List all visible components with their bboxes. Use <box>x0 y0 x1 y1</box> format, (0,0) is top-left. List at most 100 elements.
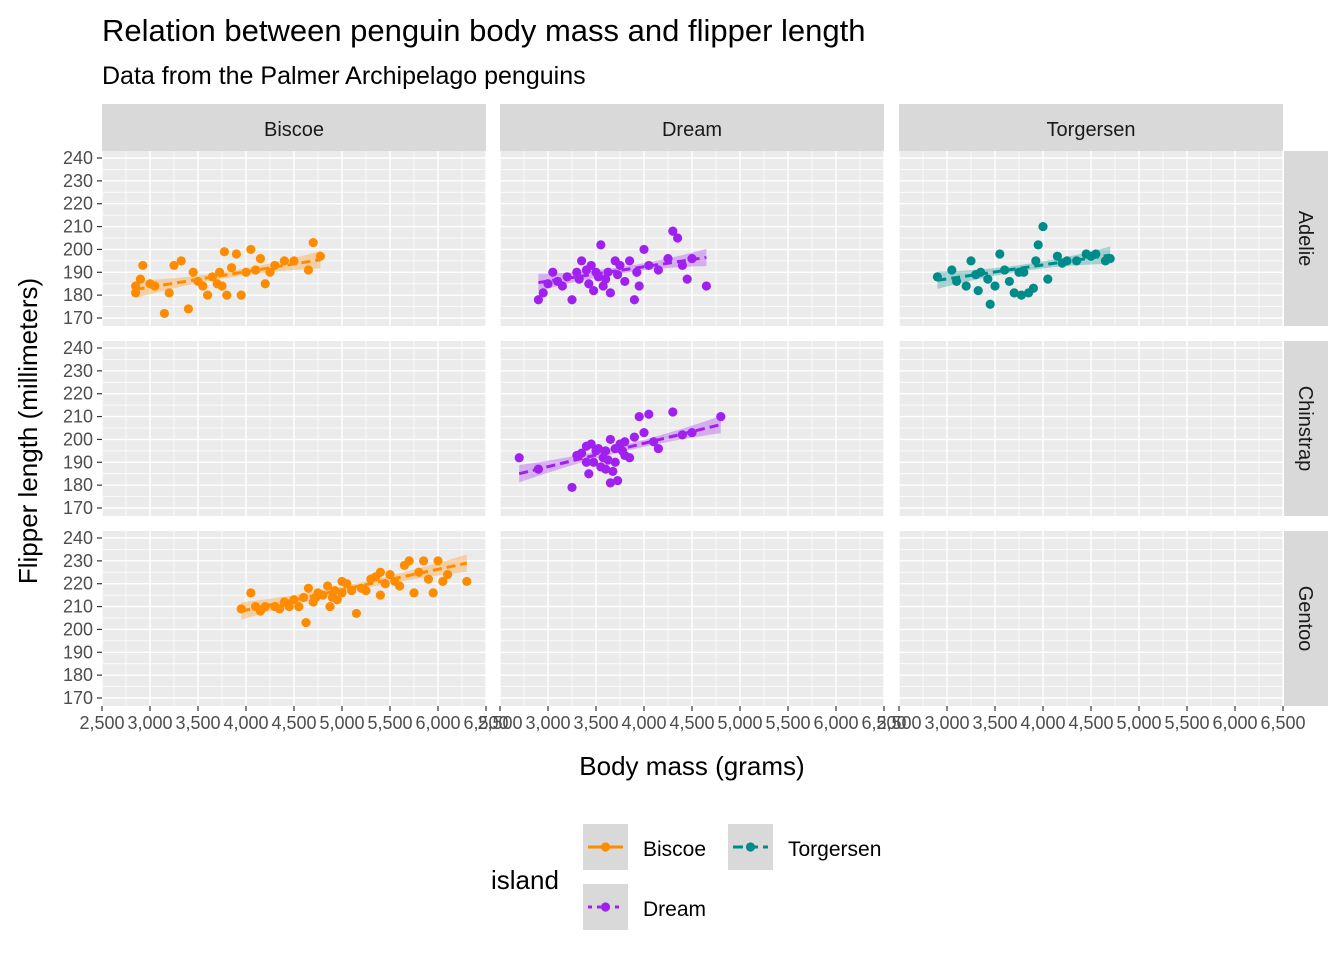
facet-strip-label: Biscoe <box>264 119 324 141</box>
y-tick-label: 210 <box>63 407 93 427</box>
data-point <box>231 249 241 259</box>
panel-chinstrap-torgersen <box>898 341 1284 516</box>
data-point <box>533 464 544 474</box>
data-point <box>947 265 957 275</box>
data-point <box>1091 249 1101 259</box>
data-point <box>323 581 333 591</box>
data-point <box>423 574 433 584</box>
data-point <box>514 453 524 463</box>
series-biscoe-gentoo <box>236 554 472 628</box>
y-tick-label: 200 <box>63 619 93 639</box>
data-point <box>557 281 568 291</box>
y-tick-label: 180 <box>63 665 93 685</box>
data-point <box>634 281 644 291</box>
x-tick-label: 6,000 <box>1212 713 1257 733</box>
data-point <box>990 281 1000 291</box>
data-point <box>608 466 618 477</box>
data-point <box>673 233 683 243</box>
data-point <box>649 437 659 447</box>
data-point <box>577 448 587 458</box>
data-point <box>605 478 616 488</box>
x-tick-label: 4,000 <box>1020 713 1065 733</box>
legend-key-point <box>600 842 611 852</box>
data-point <box>294 601 304 612</box>
data-point <box>183 304 193 314</box>
data-point <box>203 290 213 300</box>
data-point <box>586 439 596 449</box>
data-point <box>207 272 217 282</box>
data-point <box>404 556 414 566</box>
legend-item-dream: Dream <box>583 884 706 930</box>
y-axis-title: Flipper length (millimeters) <box>13 278 43 584</box>
y-tick-label: 170 <box>63 498 93 518</box>
x-tick-label: 6,500 <box>463 713 508 733</box>
data-point <box>1031 256 1041 266</box>
data-point <box>380 579 390 589</box>
y-tick-label: 190 <box>63 262 93 282</box>
data-point <box>677 430 688 440</box>
data-point <box>289 256 299 266</box>
data-point <box>299 592 309 603</box>
data-point <box>639 427 649 438</box>
data-point <box>548 267 558 277</box>
data-point <box>677 260 688 271</box>
data-point <box>236 604 246 614</box>
data-point <box>961 281 971 291</box>
data-point <box>222 290 232 300</box>
data-point <box>620 276 630 287</box>
y-tick-label: 170 <box>63 308 93 328</box>
panel-chinstrap-biscoe <box>101 341 487 516</box>
x-tick-label: 6,500 <box>1260 713 1305 733</box>
data-point <box>131 281 141 291</box>
data-point <box>246 588 256 598</box>
y-tick-label: 180 <box>63 285 93 305</box>
series-dream-chinstrap <box>514 407 726 493</box>
data-point <box>303 583 313 593</box>
data-point <box>428 588 438 598</box>
data-point <box>301 617 311 628</box>
data-point <box>279 256 289 266</box>
y-tick-label: 210 <box>63 217 93 237</box>
data-point <box>701 281 712 291</box>
y-tick-label: 210 <box>63 597 93 617</box>
data-point <box>567 295 577 305</box>
x-tick-label: 4,500 <box>271 713 316 733</box>
x-tick-label: 6,500 <box>861 713 906 733</box>
data-point <box>414 567 424 577</box>
data-point <box>325 601 335 612</box>
data-point <box>629 295 640 305</box>
data-point <box>1052 251 1062 261</box>
data-point <box>976 267 986 277</box>
y-tick-label: 200 <box>63 429 93 449</box>
legend-title: island <box>491 865 559 895</box>
facet-strip-dream <box>500 104 884 151</box>
x-tick-label: 2,500 <box>477 713 522 733</box>
facet-strip-biscoe <box>102 104 486 151</box>
data-point <box>375 567 385 577</box>
data-point <box>644 409 654 419</box>
legend-key-point <box>600 902 611 912</box>
x-tick-label: 3,500 <box>573 713 618 733</box>
data-point <box>342 579 352 589</box>
data-point <box>251 265 261 275</box>
data-point <box>603 455 613 465</box>
data-point <box>385 569 395 580</box>
data-point <box>1016 290 1026 300</box>
data-point <box>419 556 429 566</box>
data-point <box>586 260 596 271</box>
data-point <box>605 434 616 445</box>
data-point <box>538 288 548 298</box>
x-tick-label: 4,000 <box>621 713 666 733</box>
legend-key-point <box>745 842 756 852</box>
data-point <box>632 267 642 277</box>
x-tick-label: 3,500 <box>175 713 220 733</box>
x-tick-label: 3,000 <box>127 713 172 733</box>
data-point <box>217 281 227 291</box>
data-point <box>584 469 594 479</box>
data-point <box>260 279 270 289</box>
data-point <box>567 482 577 493</box>
data-point <box>318 590 328 600</box>
data-point <box>443 569 453 580</box>
facet-strip-gentoo <box>1284 531 1328 706</box>
